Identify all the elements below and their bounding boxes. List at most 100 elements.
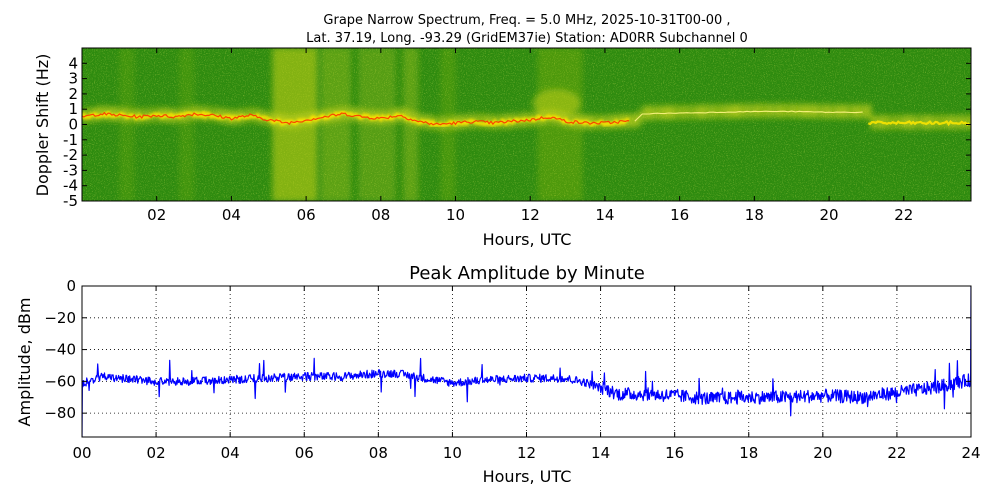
carrier-glow-segment xyxy=(808,104,813,118)
spectrogram-y-tick-label: 1 xyxy=(68,100,78,118)
carrier-glow-segment xyxy=(709,104,715,119)
carrier-glow-segment xyxy=(866,104,872,119)
carrier-glow-segment xyxy=(785,103,791,118)
carrier-trace-late xyxy=(867,119,970,127)
carrier-glow-segment xyxy=(794,103,800,118)
amplitude-y-tick-label: 0 xyxy=(66,277,76,295)
amplitude-y-tick-label: −20 xyxy=(44,309,76,327)
carrier-glow-segment xyxy=(790,103,796,118)
spectrogram-noise-band xyxy=(119,48,135,201)
carrier-trace-core xyxy=(82,111,630,126)
amplitude-x-tick-label: 00 xyxy=(72,444,91,462)
spectrogram-noise-band xyxy=(179,48,195,201)
spectrogram-x-tick-label: 12 xyxy=(521,206,540,224)
carrier-glow-segment xyxy=(718,104,724,119)
amplitude-y-axis: 0 −20 −40 −60 −80 xyxy=(44,277,971,422)
spectrogram-noise-band xyxy=(321,48,351,201)
carrier-glow-segment xyxy=(696,105,701,119)
amplitude-x-tick-label: 02 xyxy=(147,444,166,462)
spectrogram-x-tick-label: 06 xyxy=(297,206,316,224)
carrier-glow-segment xyxy=(799,103,805,118)
carrier-glow-segment xyxy=(821,104,827,119)
amplitude-panel: 00 02 04 06 08 10 12 14 16 18 20 22 24 0 −20 −40 −60 −80… xyxy=(15,263,981,486)
carrier-glow-segment xyxy=(767,103,773,118)
spectrogram-y-tick-label: 0 xyxy=(68,116,78,134)
carrier-glow-segment xyxy=(803,104,809,118)
spectrogram-x-tick-label: 20 xyxy=(820,206,839,224)
carrier-glow-segment xyxy=(772,103,778,118)
carrier-glow-segment xyxy=(691,105,697,119)
carrier-glow-segment xyxy=(839,104,845,119)
carrier-glow-segment xyxy=(727,104,733,119)
carrier-glow-segment xyxy=(700,104,706,119)
amplitude-x-tick-label: 22 xyxy=(887,444,906,462)
spectrogram-y-label: Doppler Shift (Hz) xyxy=(33,54,52,197)
carrier-glow-segment xyxy=(642,106,648,120)
figure-title-line-2: Lat. 37.19, Long. -93.29 (GridEM37ie) St… xyxy=(306,31,748,46)
spectrogram-y-tick-label: 3 xyxy=(68,70,78,88)
carrier-glow-segment xyxy=(404,109,410,124)
carrier-glow-segment xyxy=(682,105,688,120)
carrier-glow-segment xyxy=(731,104,737,119)
carrier-glow-segment xyxy=(108,106,114,121)
carrier-glow-segment xyxy=(99,106,105,121)
amplitude-y-label: Amplitude, dBm xyxy=(15,298,34,427)
amplitude-x-axis: 00 02 04 06 08 10 12 14 16 18 20 22 24 xyxy=(72,286,981,462)
spectrogram-y-tick-label: -5 xyxy=(63,192,78,210)
carrier-glow-segment xyxy=(646,106,652,120)
carrier-glow-segment xyxy=(852,104,858,119)
spectrogram-x-tick-label: 14 xyxy=(595,206,614,224)
carrier-glow-segment xyxy=(965,115,970,130)
amplitude-y-tick-label: −60 xyxy=(44,372,76,390)
carrier-glow-segment xyxy=(95,106,101,121)
carrier-glow-segment xyxy=(673,105,679,120)
spectrogram-x-label: Hours, UTC xyxy=(483,230,572,249)
carrier-glow-segment xyxy=(669,105,675,120)
spectrogram-y-tick-label: 2 xyxy=(68,85,78,103)
carrier-glow-segment xyxy=(835,104,840,119)
carrier-glow-segment xyxy=(861,104,867,119)
carrier-glow-segment xyxy=(687,105,692,119)
carrier-glow-segment xyxy=(938,115,943,130)
spectrogram-bright-bands xyxy=(82,48,971,201)
spectrogram-x-tick-label: 22 xyxy=(894,206,913,224)
carrier-glow-segment xyxy=(664,105,670,120)
carrier-glow-segment xyxy=(776,103,782,118)
spectrogram-y-tick-label: -1 xyxy=(63,131,78,149)
amplitude-x-tick-label: 16 xyxy=(665,444,684,462)
amplitude-x-tick-label: 08 xyxy=(369,444,388,462)
carrier-glow-segment xyxy=(660,105,666,120)
carrier-glow-segment xyxy=(857,104,863,119)
amplitude-grid xyxy=(82,286,971,437)
spectrogram-x-tick-label: 18 xyxy=(745,206,764,224)
carrier-glow-segment xyxy=(830,104,836,119)
carrier-glow-segment xyxy=(740,104,746,118)
amplitude-x-label: Hours, UTC xyxy=(483,467,572,486)
carrier-glow-segment xyxy=(817,104,822,119)
carrier-glow-segment xyxy=(628,113,634,128)
carrier-glow-segment xyxy=(714,104,719,119)
figure-title-line-1: Grape Narrow Spectrum, Freq. = 5.0 MHz, … xyxy=(323,13,731,28)
carrier-glow-segment xyxy=(736,104,742,118)
spectrogram-y-tick-label: -4 xyxy=(63,177,78,195)
amplitude-x-tick-label: 04 xyxy=(221,444,240,462)
amplitude-x-tick-label: 10 xyxy=(443,444,462,462)
amplitude-y-tick-label: −80 xyxy=(44,404,76,422)
carrier-glow-segment xyxy=(969,115,971,130)
spectrogram-x-tick-label: 08 xyxy=(371,206,390,224)
carrier-glow-segment xyxy=(812,104,818,119)
carrier-glow-segment xyxy=(758,103,764,118)
spectrogram-y-tick-label: -2 xyxy=(63,146,78,164)
carrier-glow-segment xyxy=(705,104,710,119)
carrier-glow-segment xyxy=(848,104,854,119)
amplitude-x-tick-label: 12 xyxy=(517,444,536,462)
amplitude-x-tick-label: 14 xyxy=(591,444,610,462)
carrier-glow-segment xyxy=(637,110,643,125)
carrier-glow-segment xyxy=(292,114,298,129)
carrier-glow-segment xyxy=(216,108,222,123)
amplitude-x-tick-label: 18 xyxy=(739,444,758,462)
spectrogram-x-tick-label: 02 xyxy=(147,206,166,224)
carrier-glow-segment xyxy=(844,104,849,119)
